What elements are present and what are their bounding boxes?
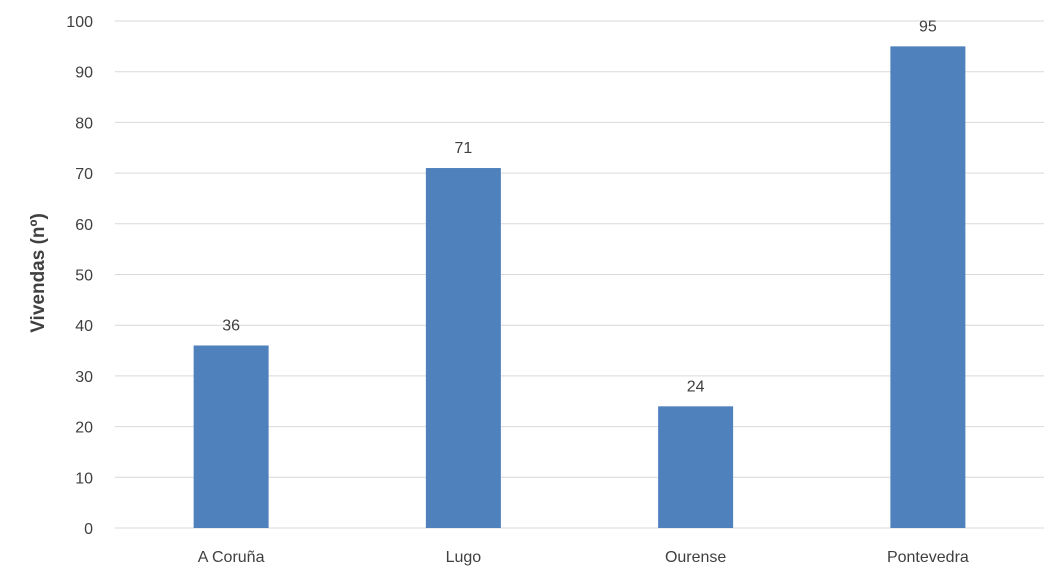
y-tick-label: 20 xyxy=(75,420,93,437)
bars xyxy=(193,46,966,528)
y-axis-ticks: 0 10 20 30 40 50 60 70 80 90 100 xyxy=(66,14,93,538)
data-label: 36 xyxy=(222,317,240,334)
data-label: 24 xyxy=(687,378,705,395)
y-tick-label: 10 xyxy=(75,470,93,487)
gridlines xyxy=(115,20,1044,529)
y-tick-label: 30 xyxy=(75,369,93,386)
bar xyxy=(890,46,966,528)
x-axis-categories: A Coruña Lugo Ourense Pontevedra xyxy=(198,549,969,566)
y-tick-label: 80 xyxy=(75,115,93,132)
data-labels: 36 71 24 95 xyxy=(222,18,937,395)
x-category-label: Pontevedra xyxy=(887,549,969,566)
y-tick-label: 70 xyxy=(75,166,93,183)
y-tick-label: 50 xyxy=(75,268,93,285)
data-label: 71 xyxy=(454,140,472,157)
data-label: 95 xyxy=(919,18,937,35)
y-tick-label: 100 xyxy=(66,14,93,31)
y-tick-label: 60 xyxy=(75,217,93,234)
bar xyxy=(658,406,734,528)
bar xyxy=(425,168,501,528)
x-category-label: A Coruña xyxy=(198,549,265,566)
y-tick-label: 90 xyxy=(75,65,93,82)
x-category-label: Ourense xyxy=(665,549,726,566)
y-axis-title: Vivendas (nº) xyxy=(28,213,49,333)
x-category-label: Lugo xyxy=(446,549,482,566)
bar xyxy=(193,345,269,528)
y-tick-label: 40 xyxy=(75,318,93,335)
y-tick-label: 0 xyxy=(84,521,93,538)
